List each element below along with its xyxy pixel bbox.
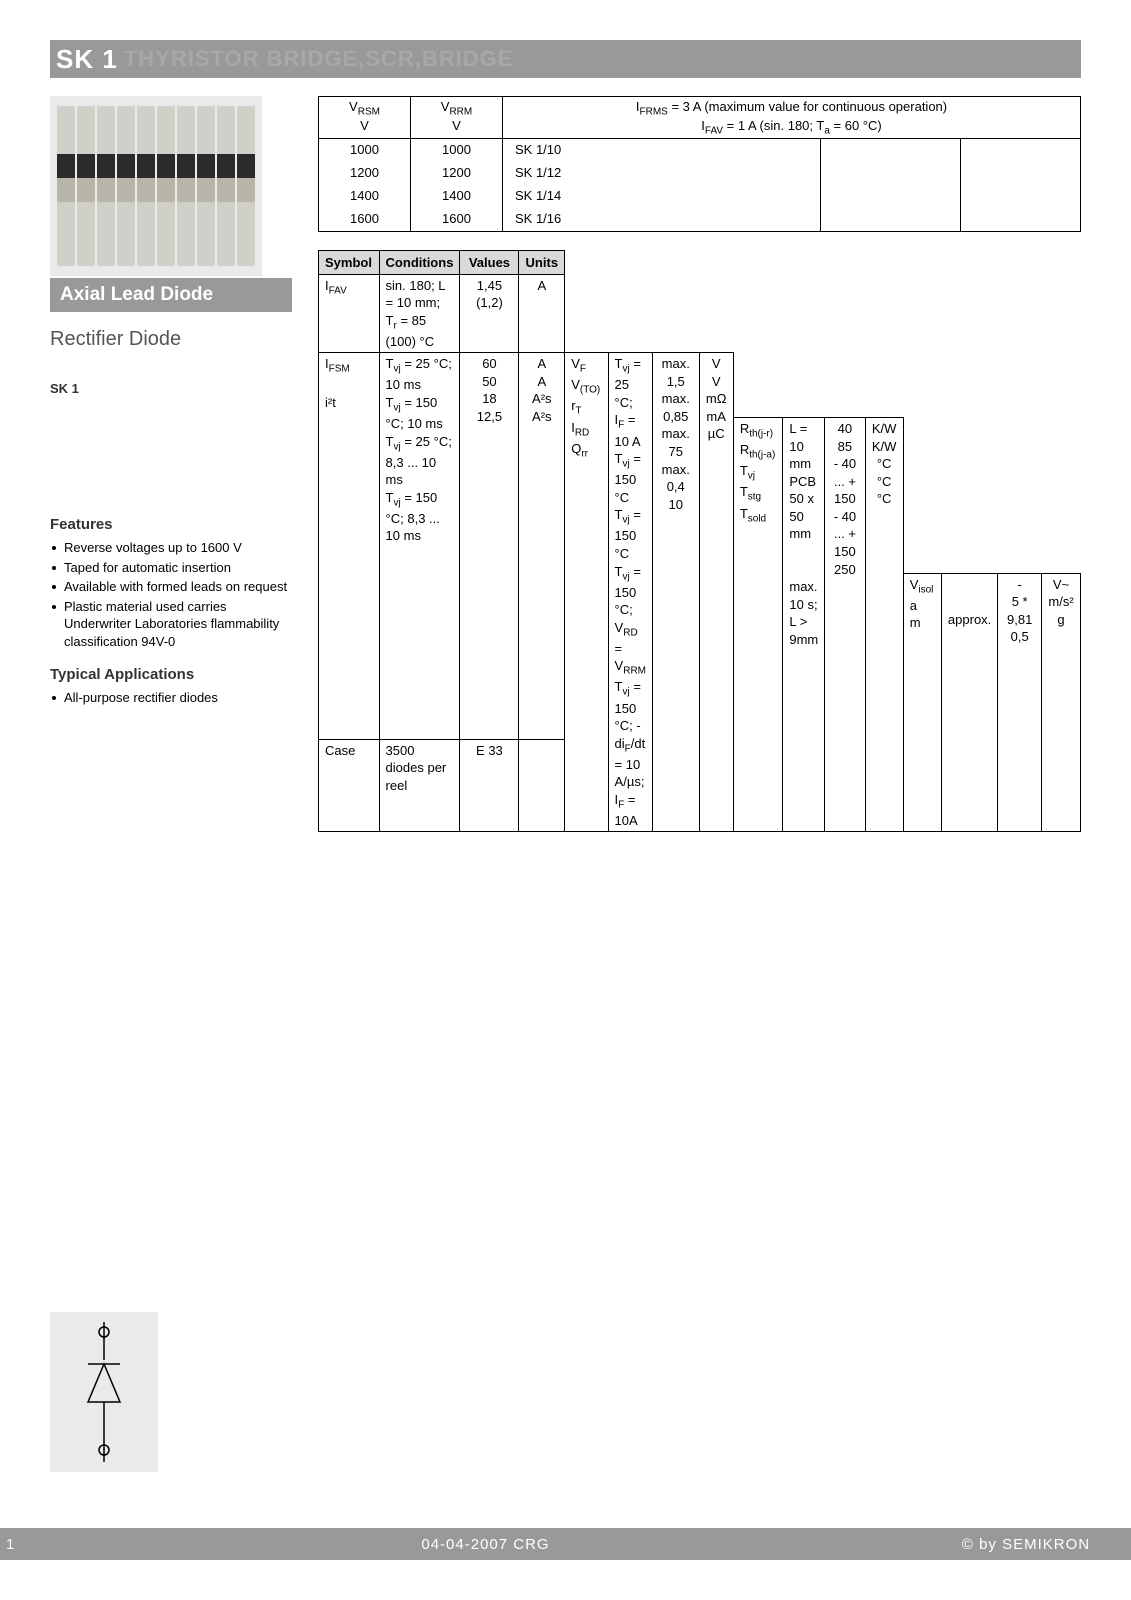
feature-item: Reverse voltages up to 1600 V (50, 539, 292, 557)
typapp-item: All-purpose rectifier diodes (50, 689, 292, 707)
product-image (50, 96, 262, 276)
th-vrrm: VRRMV (411, 97, 503, 139)
feature-item: Plastic material used carries Underwrite… (50, 598, 292, 651)
th-units: Units (519, 250, 565, 274)
ratings-table: VRSMV VRRMV IFRMS = 3 A (maximum value f… (318, 96, 1081, 232)
table-row: 16001600SK 1/16 (319, 208, 1081, 231)
th-conditions: Conditions (379, 250, 460, 274)
th-ifrms: IFRMS = 3 A (maximum value for continuou… (503, 97, 1081, 139)
feature-item: Available with formed leads on request (50, 578, 292, 596)
banner-ghost: THYRISTOR BRIDGE,SCR,BRIDGE (124, 46, 514, 72)
th-values: Values (460, 250, 519, 274)
page-banner: SK 1 THYRISTOR BRIDGE,SCR,BRIDGE (50, 40, 1081, 78)
table-row: 14001400SK 1/14 (319, 185, 1081, 208)
table-row: 10001000SK 1/10 (319, 139, 1081, 162)
spec-table: Symbol Conditions Values Units IFAVsin. … (318, 250, 1081, 833)
banner-title: SK 1 (56, 44, 118, 75)
spec-row: IFAVsin. 180; L = 10 mm; Tr = 85 (100) °… (319, 274, 1081, 353)
table-row: 12001200SK 1/12 (319, 162, 1081, 185)
features-heading: Features (50, 516, 292, 533)
typapp-list: All-purpose rectifier diodes (50, 689, 292, 707)
typapp-heading: Typical Applications (50, 666, 292, 683)
circuit-symbol (50, 1312, 158, 1472)
product-subtitle: Rectifier Diode (50, 328, 292, 351)
footer-copyright: © by SEMIKRON (921, 1528, 1131, 1560)
th-vrsm: VRSMV (319, 97, 411, 139)
features-list: Reverse voltages up to 1600 V Taped for … (50, 539, 292, 650)
feature-item: Taped for automatic insertion (50, 559, 292, 577)
th-symbol: Symbol (319, 250, 380, 274)
model-label: SK 1 (50, 381, 292, 396)
page-number: 1 (0, 1528, 50, 1560)
product-heading: Axial Lead Diode (50, 278, 292, 312)
page-footer: 1 04-04-2007 CRG © by SEMIKRON (0, 1528, 1131, 1560)
footer-date: 04-04-2007 CRG (50, 1528, 921, 1560)
